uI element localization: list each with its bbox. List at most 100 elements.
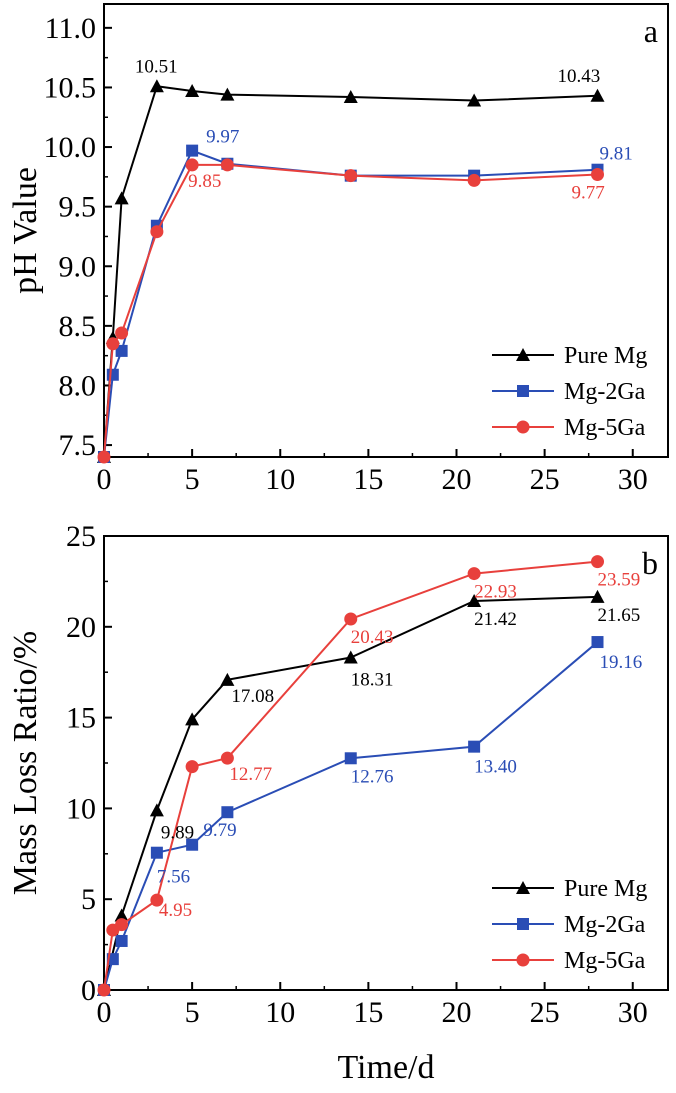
plot-frame bbox=[103, 3, 669, 458]
data-label: 10.51 bbox=[135, 56, 178, 77]
data-point bbox=[590, 88, 605, 102]
data-label: 9.85 bbox=[188, 171, 221, 192]
data-point bbox=[467, 93, 482, 107]
legend-marker bbox=[516, 420, 530, 434]
panel-label: a bbox=[644, 13, 658, 49]
x-tick-label: 20 bbox=[442, 996, 472, 1029]
y-tick-label: 25 bbox=[66, 520, 96, 553]
y-tick-label: 10 bbox=[66, 792, 96, 825]
y-tick-label: 10.5 bbox=[44, 71, 97, 104]
series-line bbox=[103, 149, 598, 458]
data-point bbox=[115, 918, 129, 932]
legend-label: Pure Mg bbox=[564, 343, 647, 369]
legend-marker bbox=[517, 918, 529, 930]
y-tick-label: 8.5 bbox=[59, 310, 97, 343]
y-tick-label: 11.0 bbox=[45, 12, 96, 45]
legend-item: Mg-2Ga bbox=[492, 912, 646, 938]
x-tick-label: 10 bbox=[265, 996, 295, 1029]
legend-marker bbox=[517, 385, 529, 397]
x-tick-label: 25 bbox=[530, 996, 560, 1029]
x-axis-title: Time/d bbox=[337, 1049, 434, 1086]
data-point bbox=[115, 326, 129, 340]
series-pure-mg bbox=[97, 589, 605, 996]
data-label: 10.43 bbox=[558, 66, 601, 87]
data-point bbox=[185, 84, 200, 98]
y-tick-label: 8.0 bbox=[59, 369, 97, 402]
data-label: 13.40 bbox=[474, 757, 517, 778]
data-point bbox=[343, 650, 358, 664]
data-point bbox=[590, 589, 605, 603]
data-point bbox=[186, 144, 199, 157]
x-tick-label: 15 bbox=[353, 463, 383, 496]
legend-item: Pure Mg bbox=[492, 343, 647, 369]
legend-item: Mg-2Ga bbox=[492, 379, 646, 405]
legend-label: Pure Mg bbox=[564, 876, 647, 902]
legend-label: Mg-2Ga bbox=[564, 379, 646, 405]
data-label: 23.59 bbox=[598, 570, 641, 591]
data-point bbox=[185, 158, 199, 172]
series-line bbox=[103, 85, 598, 458]
data-label: 18.31 bbox=[351, 669, 394, 690]
data-point bbox=[220, 158, 234, 172]
y-axis-title: Mass Loss Ratio/% bbox=[7, 631, 44, 895]
y-tick-label: 9.0 bbox=[59, 250, 97, 283]
data-label: 22.93 bbox=[474, 582, 517, 603]
data-point bbox=[467, 173, 481, 187]
data-point bbox=[97, 983, 111, 997]
data-label: 20.43 bbox=[351, 627, 394, 648]
data-point bbox=[344, 169, 358, 183]
data-point bbox=[467, 567, 481, 581]
series-mg-5ga bbox=[97, 158, 604, 464]
x-tick-label: 5 bbox=[185, 463, 200, 496]
y-tick-label: 20 bbox=[66, 611, 96, 644]
x-tick-label: 15 bbox=[353, 996, 383, 1029]
y-tick-label: 9.5 bbox=[59, 191, 97, 224]
data-label: 4.95 bbox=[159, 900, 192, 921]
x-tick-label: 30 bbox=[618, 996, 648, 1029]
data-point bbox=[468, 740, 481, 753]
x-tick-label: 30 bbox=[618, 463, 648, 496]
legend-marker bbox=[516, 348, 530, 361]
data-point bbox=[114, 908, 129, 922]
y-tick-label: 10.0 bbox=[44, 131, 97, 164]
y-axis-title: pH Value bbox=[7, 167, 44, 294]
legend-marker bbox=[516, 953, 530, 967]
data-point bbox=[591, 636, 604, 649]
data-label: 21.65 bbox=[598, 605, 641, 626]
legend-item: Pure Mg bbox=[492, 876, 647, 902]
data-label: 9.81 bbox=[600, 144, 633, 165]
data-label: 9.89 bbox=[161, 822, 194, 843]
panel-label: b bbox=[642, 545, 658, 581]
series-pure-mg bbox=[97, 79, 605, 463]
legend-item: Mg-5Ga bbox=[492, 948, 646, 974]
series-line bbox=[103, 163, 598, 458]
data-point bbox=[343, 89, 358, 103]
legend-label: Mg-5Ga bbox=[564, 415, 646, 441]
data-point bbox=[220, 672, 235, 686]
x-tick-label: 25 bbox=[530, 463, 560, 496]
data-point bbox=[591, 167, 604, 181]
data-label: 17.08 bbox=[231, 686, 274, 707]
data-label: 9.79 bbox=[203, 820, 236, 841]
y-tick-label: 15 bbox=[66, 702, 96, 735]
legend-marker bbox=[516, 881, 530, 894]
data-point bbox=[220, 751, 234, 765]
data-point bbox=[115, 344, 128, 357]
data-point bbox=[185, 712, 200, 726]
data-point bbox=[150, 893, 164, 907]
data-label: 9.77 bbox=[572, 182, 605, 203]
data-point bbox=[106, 368, 119, 381]
legend-label: Mg-2Ga bbox=[564, 912, 646, 938]
data-point bbox=[106, 337, 120, 351]
data-point bbox=[150, 225, 164, 239]
legend-item: Mg-5Ga bbox=[492, 415, 646, 441]
data-point bbox=[149, 803, 164, 817]
y-tick-label: 5 bbox=[81, 883, 96, 916]
data-point bbox=[344, 612, 358, 626]
x-tick-label: 0 bbox=[97, 463, 112, 496]
x-tick-label: 5 bbox=[185, 996, 200, 1029]
data-point bbox=[114, 191, 129, 205]
data-label: 12.77 bbox=[229, 764, 272, 785]
data-point bbox=[591, 555, 604, 569]
